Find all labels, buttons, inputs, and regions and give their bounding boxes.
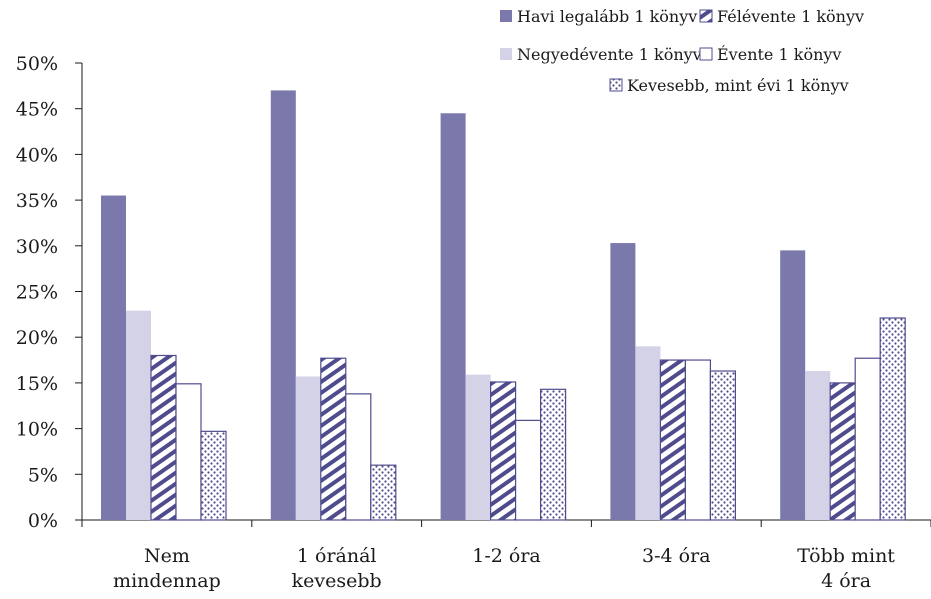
y-tick-label: 15% xyxy=(16,373,58,395)
y-tick-label: 35% xyxy=(16,190,58,212)
y-tick-label: 5% xyxy=(28,464,58,486)
bar-4-3 xyxy=(514,419,542,521)
bar-1-4 xyxy=(610,243,636,521)
legend-swatch xyxy=(609,78,623,92)
legend-swatch xyxy=(500,48,512,60)
x-category-label: Több mint 4 óra xyxy=(797,545,895,592)
bar-5-1 xyxy=(200,430,227,521)
bar-3-2 xyxy=(320,357,347,521)
bar-3-3 xyxy=(490,381,517,521)
bar-3-4 xyxy=(659,359,687,521)
bar-2-3 xyxy=(465,374,491,520)
bars xyxy=(101,90,906,521)
bar-5-5 xyxy=(879,317,906,521)
bar-2-1 xyxy=(126,310,151,520)
legend-label: Negyedévente 1 könyv xyxy=(517,45,702,64)
bar-5-3 xyxy=(539,388,567,521)
x-category-label: 1 óránál kevesebb xyxy=(292,545,382,592)
y-tick-label: 10% xyxy=(16,419,58,441)
bar-3-1 xyxy=(150,354,177,521)
bar-5-4 xyxy=(709,370,737,521)
y-tick-label: 40% xyxy=(16,144,58,166)
y-tick-label: 0% xyxy=(28,510,58,532)
legend-swatch xyxy=(699,9,713,23)
bar-1-2 xyxy=(270,90,296,521)
legend-label: Kevesebb, mint évi 1 könyv xyxy=(627,76,849,95)
legend-label: Évente 1 könyv xyxy=(717,44,841,64)
legend: Havi legalább 1 könyv Negyedévente 1 köny… xyxy=(500,7,864,95)
bar-4-1 xyxy=(175,383,202,521)
bar-1-3 xyxy=(440,113,466,521)
bar-4-4 xyxy=(684,359,712,521)
bar-4-5 xyxy=(854,357,881,521)
bar-5-2 xyxy=(370,464,397,521)
bar-2-2 xyxy=(295,376,321,520)
legend-label: Havi legalább 1 könyv xyxy=(517,7,697,26)
bar-2-4 xyxy=(635,346,661,520)
legend-label: Félévente 1 könyv xyxy=(717,7,864,26)
legend-swatch xyxy=(500,10,512,22)
x-category-label: Nem mindennap xyxy=(113,545,221,592)
y-tick-label: 50% xyxy=(16,53,58,75)
bar-4-2 xyxy=(345,393,372,521)
bar-1-1 xyxy=(101,195,126,520)
x-category-label: 3-4 óra xyxy=(642,545,711,567)
bar-3-5 xyxy=(829,382,856,521)
y-tick-label: 25% xyxy=(16,282,58,304)
y-tick-label: 20% xyxy=(16,327,58,349)
bar-1-5 xyxy=(780,250,806,520)
x-category-label: 1-2 óra xyxy=(472,545,541,567)
y-tick-label: 30% xyxy=(16,236,58,258)
bar-2-5 xyxy=(805,371,831,520)
legend-swatch xyxy=(699,47,713,61)
y-tick-label: 45% xyxy=(16,99,58,121)
axes: 0% 5% 10% 15% 20% 25% 30% 35% 40% 45% 50% Nem minden… xyxy=(16,53,931,592)
